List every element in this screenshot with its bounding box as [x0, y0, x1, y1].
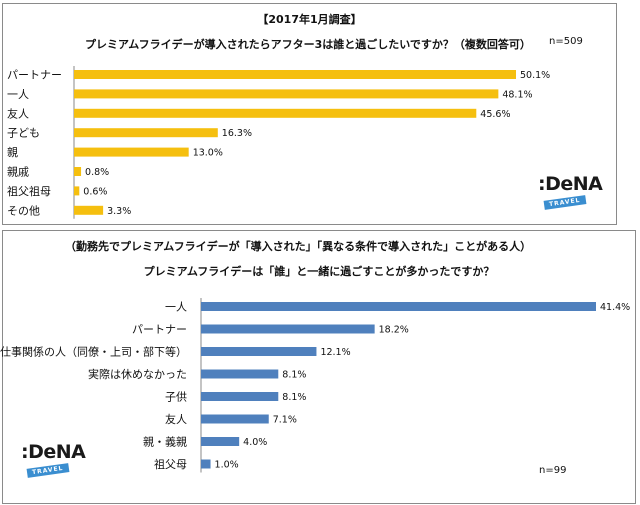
chart1-bar: [74, 108, 477, 118]
chart2-value-label: 8.1%: [282, 392, 306, 403]
chart1-title: 【2017年1月調査】: [257, 13, 362, 26]
chart2-value-label: 18.2%: [379, 325, 409, 336]
chart1-bar: [74, 147, 189, 157]
chart1-category-label: 子ども: [7, 127, 40, 140]
chart1-plot: パートナー 50.1% 一人 48.1% 友人 45.6% 子ども 16.3% 親 13.0% 親戚…: [7, 66, 550, 219]
chart1-bar: [74, 70, 516, 79]
logo1-word: DeNA: [545, 173, 603, 195]
chart2-bar: [201, 347, 317, 356]
chart-panel-1: 【2017年1月調査】 プレミアムフライデーが導入されたらアフター3は誰と過ごし…: [2, 3, 617, 225]
chart1-bar: [74, 167, 82, 176]
chart1-value-label: 0.6%: [83, 186, 107, 197]
chart2-category-label: 仕事関係の人（同僚・上司・部下等）: [0, 345, 187, 359]
chart1-n-label: n=509: [549, 36, 583, 47]
chart2-category-label: 一人: [165, 301, 187, 314]
chart2-value-label: 12.1%: [320, 347, 350, 358]
chart1-value-label: 16.3%: [222, 128, 252, 139]
chart2-value-label: 8.1%: [282, 370, 306, 381]
chart1-category-label: 友人: [7, 106, 29, 120]
chart2-category-label: 祖父母: [154, 457, 187, 471]
chart2-value-label: 7.1%: [273, 415, 297, 426]
chart1-category-label: 一人: [7, 88, 29, 101]
dena-travel-logo-1: :DeNA TRAVEL: [538, 173, 603, 210]
chart2-bar: [201, 302, 596, 311]
dena-travel-logo-2: :DeNA TRAVEL: [21, 441, 86, 478]
chart2-bar: [201, 459, 211, 469]
chart1-bar: [74, 205, 104, 215]
chart2-bar: [201, 324, 375, 334]
chart1-category-label: 親戚: [7, 166, 29, 179]
chart1-value-label: 0.8%: [85, 167, 109, 178]
chart2-plot: 一人 41.4% パートナー 18.2% 仕事関係の人（同僚・上司・部下等） 12.1% 実…: [0, 298, 630, 473]
chart2-n-label: n=99: [539, 465, 567, 476]
chart2-bar: [201, 414, 269, 424]
chart2-value-label: 1.0%: [215, 460, 239, 471]
chart2-bar: [201, 437, 240, 446]
chart1-bar: [74, 89, 499, 99]
chart2-category-label: 実際は休めなかった: [88, 367, 187, 381]
chart2-category-label: 友人: [165, 412, 187, 426]
chart1-value-label: 48.1%: [502, 89, 532, 100]
chart1-category-label: 親: [7, 146, 18, 159]
chart2-title: （勤務先でプレミアムフライデーが「導入された」「異なる条件で導入された」ことがあ…: [65, 240, 532, 253]
chart1-value-label: 13.0%: [193, 148, 223, 159]
chart1-bar: [74, 186, 80, 196]
chart2-category-label: 親・義親: [143, 435, 187, 449]
chart1-category-label: パートナー: [7, 69, 62, 82]
logo2-word: DeNA: [28, 441, 86, 463]
chart1-subtitle: プレミアムフライデーが導入されたらアフター3は誰と過ごしたいですか？（複数回答可…: [85, 38, 531, 51]
chart2-category-label: パートナー: [132, 323, 187, 336]
chart1-value-label: 50.1%: [520, 70, 550, 81]
chart2-subtitle: プレミアムフライデーは「誰」と一緒に過ごすことが多かったですか？: [143, 265, 495, 278]
chart1-bar: [74, 128, 218, 138]
chart1-value-label: 45.6%: [480, 109, 510, 120]
chart1-category-label: その他: [7, 204, 40, 217]
chart2-value-label: 4.0%: [243, 437, 267, 448]
chart2-bar: [201, 369, 279, 379]
chart2-value-label: 41.4%: [600, 302, 630, 313]
chart-panel-2: （勤務先でプレミアムフライデーが「導入された」「異なる条件で導入された」ことがあ…: [0, 230, 636, 504]
chart2-bar: [201, 392, 279, 401]
chart1-value-label: 3.3%: [107, 206, 131, 217]
chart2-category-label: 子供: [165, 390, 187, 404]
chart1-category-label: 祖父祖母: [7, 184, 51, 198]
